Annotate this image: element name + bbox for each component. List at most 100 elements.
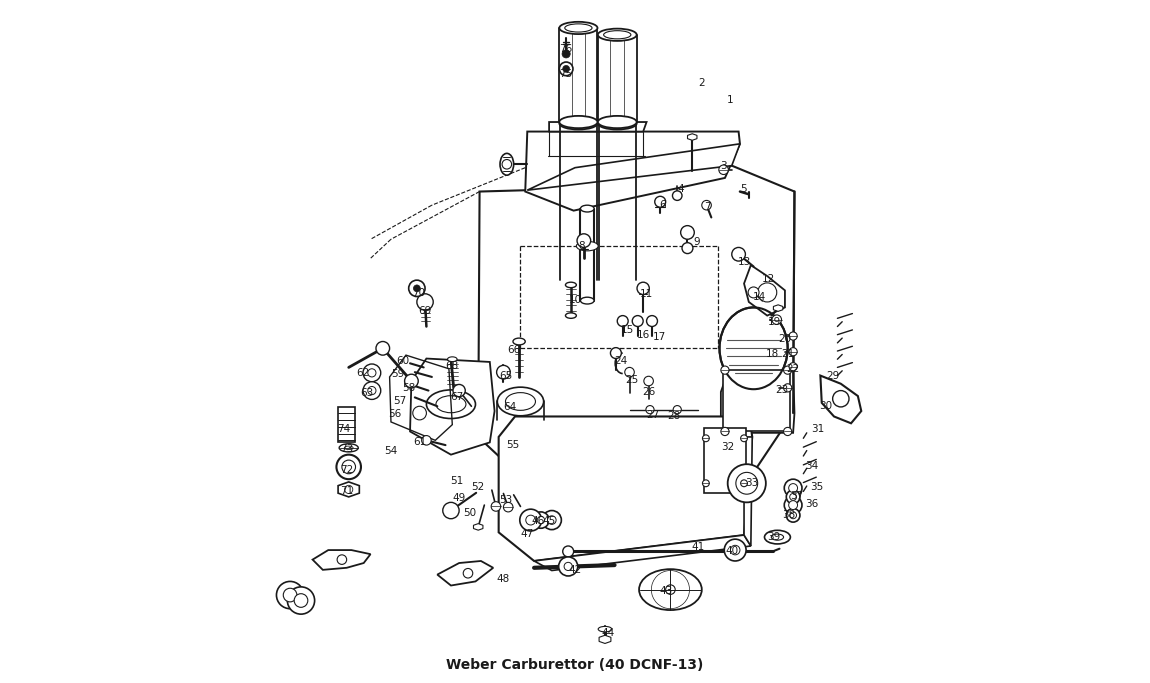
Circle shape	[703, 480, 710, 487]
Circle shape	[368, 369, 376, 377]
Circle shape	[632, 316, 643, 326]
Text: 47: 47	[521, 529, 534, 539]
Text: 56: 56	[388, 409, 401, 419]
Text: 48: 48	[496, 574, 509, 584]
Text: 73: 73	[340, 444, 353, 454]
Circle shape	[532, 512, 549, 528]
Text: 52: 52	[472, 482, 485, 492]
Circle shape	[526, 515, 536, 525]
Circle shape	[724, 539, 746, 561]
Circle shape	[654, 196, 666, 207]
Ellipse shape	[559, 117, 598, 130]
Polygon shape	[744, 437, 752, 546]
Text: 15: 15	[621, 325, 634, 335]
Circle shape	[702, 200, 712, 210]
Circle shape	[721, 428, 729, 436]
Text: 17: 17	[653, 332, 666, 342]
Polygon shape	[499, 417, 752, 561]
Text: 22: 22	[787, 364, 799, 374]
Bar	[338, 407, 355, 443]
Text: 72: 72	[340, 464, 353, 475]
Ellipse shape	[639, 569, 702, 610]
Text: 24: 24	[615, 356, 628, 365]
Ellipse shape	[500, 154, 514, 175]
Text: 11: 11	[639, 290, 653, 299]
Circle shape	[673, 406, 681, 414]
Circle shape	[453, 385, 466, 397]
Ellipse shape	[604, 31, 631, 39]
Circle shape	[637, 282, 650, 294]
Circle shape	[547, 516, 557, 525]
Text: 54: 54	[384, 445, 398, 456]
Text: 40: 40	[726, 546, 739, 556]
Text: 18: 18	[766, 350, 779, 359]
Text: 13: 13	[737, 257, 751, 268]
Ellipse shape	[576, 241, 598, 251]
Circle shape	[681, 225, 695, 239]
Text: 26: 26	[642, 387, 655, 397]
Circle shape	[537, 516, 545, 524]
Circle shape	[731, 247, 745, 261]
Circle shape	[565, 562, 573, 570]
Polygon shape	[549, 122, 646, 132]
Text: 38: 38	[782, 510, 795, 520]
Circle shape	[730, 545, 739, 555]
Circle shape	[673, 191, 682, 200]
Text: 42: 42	[568, 565, 582, 575]
Text: 5: 5	[741, 184, 746, 194]
Text: 2: 2	[698, 78, 705, 88]
Ellipse shape	[566, 313, 576, 318]
Text: 21: 21	[782, 350, 795, 359]
Polygon shape	[411, 359, 494, 455]
Circle shape	[337, 555, 346, 564]
Circle shape	[741, 435, 748, 442]
Circle shape	[562, 66, 569, 72]
Ellipse shape	[565, 24, 592, 32]
Circle shape	[288, 587, 315, 614]
Circle shape	[703, 435, 710, 442]
Polygon shape	[599, 635, 611, 643]
Ellipse shape	[581, 205, 595, 212]
Polygon shape	[313, 550, 370, 570]
Text: 59: 59	[391, 370, 405, 379]
Circle shape	[497, 365, 511, 379]
Text: 61: 61	[413, 437, 427, 447]
Text: 35: 35	[811, 482, 823, 492]
Circle shape	[559, 557, 577, 576]
Polygon shape	[688, 134, 697, 140]
Circle shape	[741, 480, 748, 487]
Text: 33: 33	[745, 477, 759, 488]
Text: 57: 57	[393, 396, 406, 406]
Circle shape	[789, 484, 798, 492]
Text: 31: 31	[811, 424, 825, 434]
Text: 6: 6	[659, 200, 666, 210]
Circle shape	[789, 363, 797, 371]
Ellipse shape	[436, 395, 466, 413]
Circle shape	[790, 512, 797, 518]
Text: 25: 25	[624, 375, 638, 385]
Circle shape	[787, 490, 800, 504]
Text: 34: 34	[806, 461, 819, 471]
Text: 64: 64	[504, 402, 516, 412]
Circle shape	[294, 594, 308, 607]
Circle shape	[562, 546, 574, 557]
Circle shape	[728, 464, 766, 503]
Text: 32: 32	[721, 442, 735, 452]
Ellipse shape	[344, 446, 353, 449]
Circle shape	[787, 509, 800, 522]
Circle shape	[790, 494, 797, 501]
Text: 62: 62	[356, 368, 369, 378]
Text: 67: 67	[451, 392, 463, 402]
Circle shape	[504, 503, 513, 512]
Text: 76: 76	[560, 44, 573, 54]
Ellipse shape	[447, 357, 457, 361]
Text: 75: 75	[560, 68, 573, 79]
Circle shape	[611, 348, 621, 359]
Circle shape	[368, 387, 376, 395]
Text: 46: 46	[531, 516, 545, 526]
Ellipse shape	[598, 116, 637, 128]
Text: 27: 27	[646, 410, 659, 420]
Text: 71: 71	[340, 486, 353, 497]
Text: 53: 53	[499, 494, 512, 505]
Polygon shape	[474, 524, 483, 530]
